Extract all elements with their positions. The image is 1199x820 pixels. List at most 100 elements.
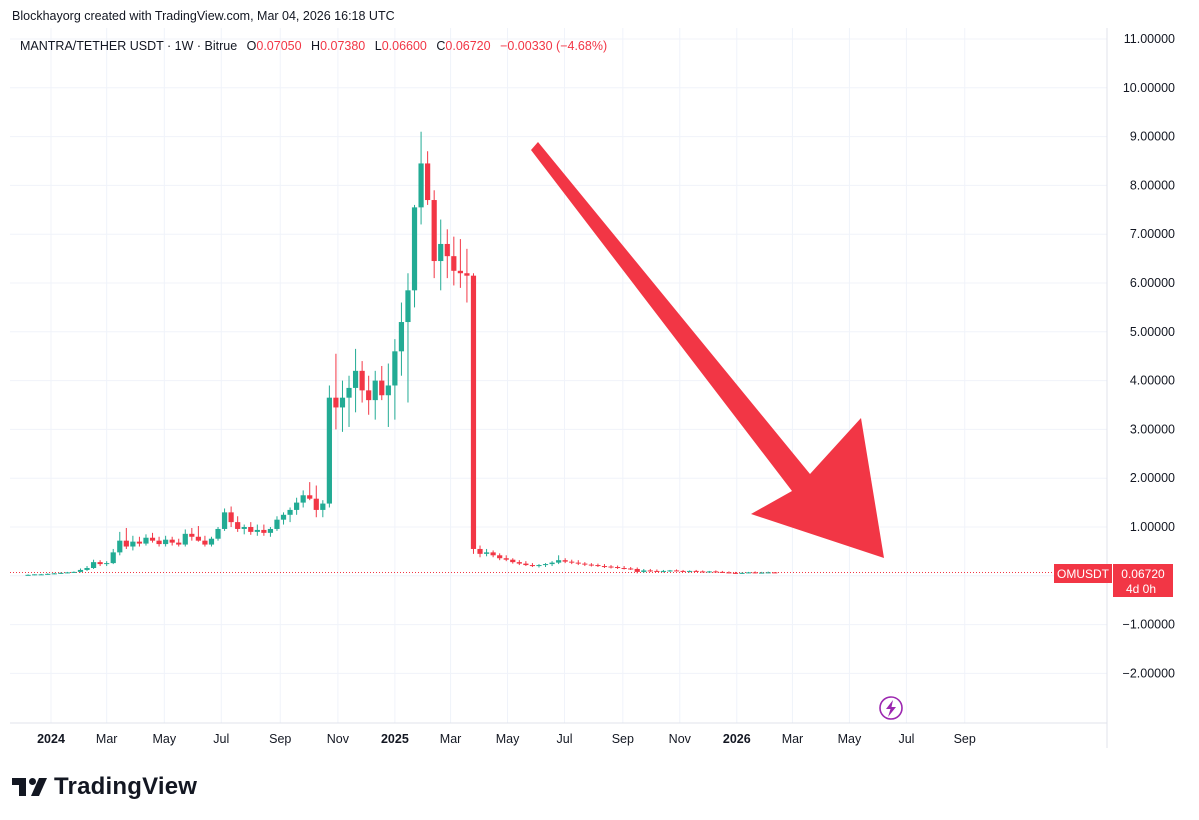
candle-body — [307, 495, 313, 499]
candle-body — [595, 565, 601, 567]
candle — [464, 248, 470, 303]
candle-body — [464, 273, 470, 276]
candle — [411, 204, 418, 308]
change-value: −0.00330 (−4.68%) — [500, 39, 608, 53]
candle — [143, 534, 149, 546]
price-axis-label: 9.00000 — [1130, 130, 1175, 144]
open-value: 0.07050 — [256, 39, 302, 53]
candle — [110, 548, 116, 565]
candle — [392, 339, 398, 420]
candle-body — [700, 571, 706, 573]
down-trend-arrow — [531, 142, 884, 558]
candle — [503, 555, 509, 562]
candle-body — [425, 163, 431, 201]
candle — [149, 532, 156, 543]
candle — [228, 506, 234, 527]
price-axis-label: 8.00000 — [1130, 178, 1175, 192]
candle-body — [693, 570, 699, 572]
candle-body — [130, 541, 136, 547]
candle — [706, 570, 712, 573]
candle — [549, 561, 555, 567]
candle-body — [667, 570, 673, 572]
candle-body — [326, 397, 332, 504]
close-label: C — [436, 39, 446, 53]
candle — [307, 482, 313, 501]
lightning-icon[interactable] — [879, 696, 903, 720]
time-axis-label: Jul — [557, 732, 573, 746]
candle-body — [732, 572, 739, 574]
candle — [765, 571, 771, 574]
candle-body — [503, 558, 509, 560]
candle-body — [614, 567, 621, 569]
time-axis-label: Nov — [327, 732, 350, 746]
candle-body — [398, 322, 405, 352]
tradingview-logo-icon — [12, 778, 47, 796]
candle — [372, 370, 378, 420]
price-axis-label: 2.00000 — [1130, 471, 1175, 485]
candle — [156, 536, 162, 547]
price-axis-label: 10.00000 — [1123, 81, 1175, 95]
candle-body — [352, 370, 359, 388]
high-label: H — [311, 39, 321, 53]
candle-body — [490, 552, 496, 556]
candle-body — [772, 572, 778, 574]
candle — [77, 568, 84, 573]
price-axis-label: 4.00000 — [1130, 374, 1175, 388]
candle-body — [405, 290, 411, 323]
candle — [490, 550, 496, 558]
candle — [189, 527, 195, 541]
candle-body — [97, 562, 103, 565]
candle-body — [248, 527, 254, 532]
time-axis: 2024 Mar May Jul Sep Nov 2025 Mar May Jul Sep Nov 20… — [37, 732, 976, 746]
candle — [444, 229, 450, 279]
bar-countdown-text: 4d 0h — [1126, 582, 1156, 596]
candle — [235, 516, 241, 532]
candle — [287, 507, 293, 523]
price-axis-label: 3.00000 — [1130, 422, 1175, 436]
candle — [254, 524, 260, 536]
trend-arrow-layer — [531, 142, 884, 558]
candle — [477, 545, 483, 558]
candle — [713, 570, 719, 573]
candle — [58, 572, 64, 574]
candle — [208, 536, 215, 547]
candle-body — [549, 562, 555, 565]
candle-body — [241, 527, 247, 529]
candle — [38, 573, 44, 576]
candle-body — [719, 571, 725, 573]
candle-body — [64, 572, 70, 574]
candle — [241, 524, 247, 535]
candle — [123, 527, 129, 549]
candle-body — [25, 574, 31, 576]
candle-body — [431, 200, 437, 262]
candle-body — [51, 573, 57, 575]
candle — [582, 562, 588, 567]
candle-body — [346, 387, 352, 398]
candle-body — [189, 533, 195, 537]
tradingview-logo-text: TradingView — [54, 773, 198, 800]
candle — [176, 538, 182, 547]
candle — [64, 571, 70, 574]
candle-body — [77, 569, 84, 572]
candle-body — [765, 572, 771, 574]
chart-grid — [10, 28, 1108, 748]
candle — [366, 375, 372, 415]
time-axis-label: May — [496, 732, 520, 746]
candle — [169, 536, 175, 546]
candle-body — [477, 548, 483, 554]
tradingview-logo[interactable]: TradingView — [12, 773, 197, 801]
candle-body — [418, 163, 424, 208]
time-axis-label: Mar — [440, 732, 462, 746]
candle-body — [359, 370, 365, 391]
time-axis-label: Nov — [669, 732, 692, 746]
candle — [267, 527, 274, 537]
candle — [772, 572, 778, 574]
candle-body — [562, 560, 568, 562]
candle — [195, 526, 201, 542]
candle-body — [660, 570, 667, 572]
price-chart[interactable]: 11.00000 10.00000 9.00000 8.00000 7.00000 6.0… — [0, 28, 1199, 753]
candle-body — [195, 536, 201, 541]
candle — [660, 569, 667, 573]
candle — [405, 273, 411, 403]
candle-body — [215, 528, 221, 539]
